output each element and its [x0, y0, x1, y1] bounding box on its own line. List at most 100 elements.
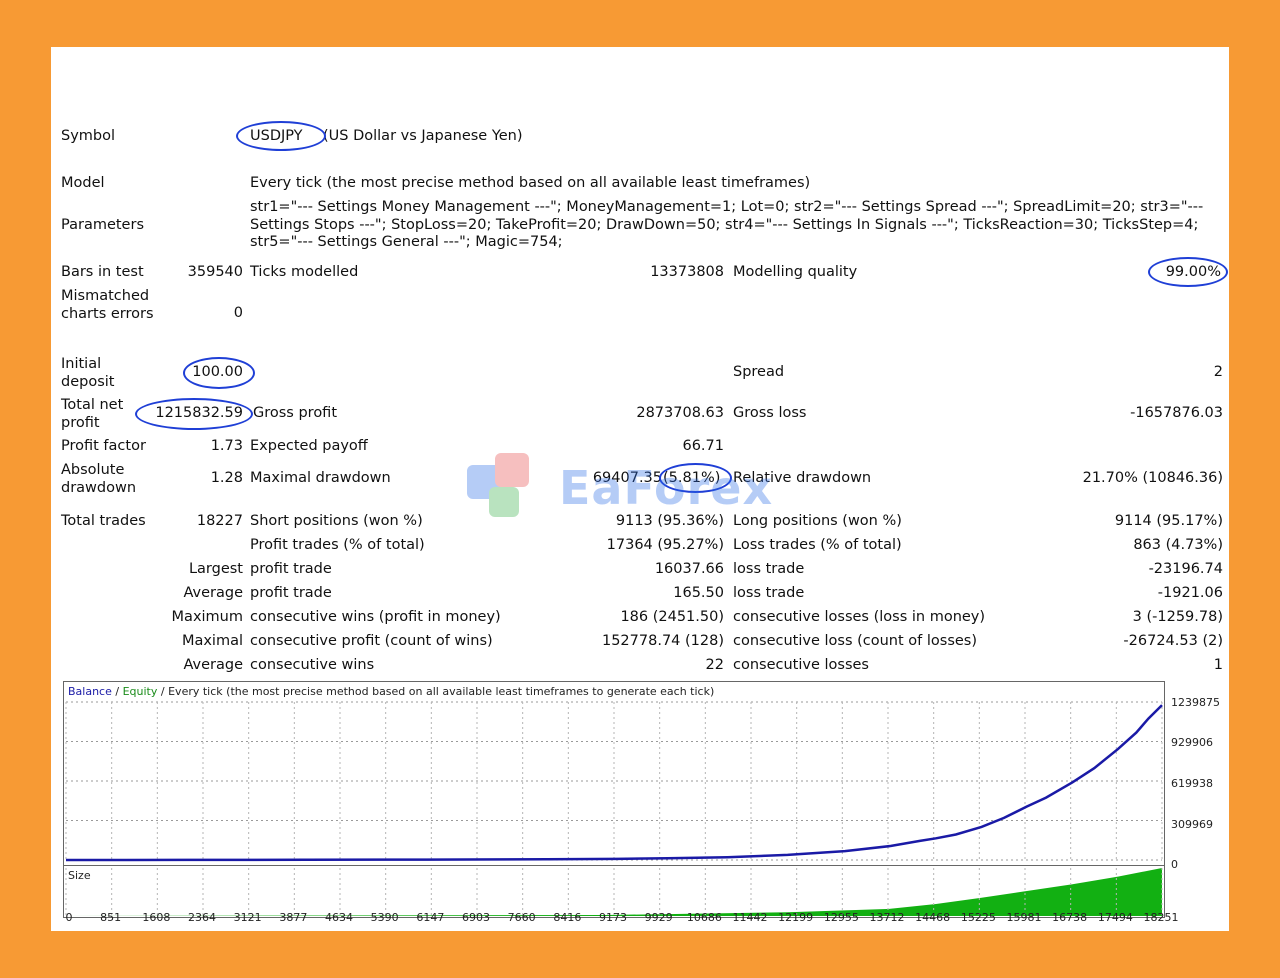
- x-tick-label: 15225: [960, 911, 996, 924]
- symbol-code: USDJPY: [250, 128, 303, 144]
- x-tick-label: 9173: [599, 911, 627, 924]
- largest-loss-trade-label: loss trade: [733, 561, 805, 577]
- absolute-drawdown-value: 1.28: [210, 470, 243, 486]
- series-line-balance: [65, 704, 1163, 862]
- average-consecutive-losses-value: 1: [1213, 657, 1223, 673]
- long-positions-value: 9114 (95.17%): [1114, 513, 1223, 529]
- mismatched-label: Mismatched charts errors: [61, 288, 154, 322]
- maximum-label: Maximum: [171, 609, 243, 625]
- total-trades-value: 18227: [196, 513, 243, 529]
- x-tick-label: 10686: [686, 911, 722, 924]
- maximal-drawdown-percent: (5.81%): [663, 470, 721, 486]
- loss-trades-value: 863 (4.73%): [1133, 537, 1223, 553]
- max-consecutive-losses-label: consecutive losses (loss in money): [733, 609, 986, 625]
- y-tick-label: 309969: [1171, 818, 1213, 831]
- short-positions-value: 9113 (95.36%): [615, 513, 724, 529]
- net-profit-value: 1215832.59: [155, 405, 243, 421]
- gross-loss-value: -1657876.03: [1130, 405, 1223, 421]
- max-consecutive-wins-value: 186 (2451.50): [620, 609, 724, 625]
- average-consecutive-wins-label: consecutive wins: [250, 657, 375, 673]
- x-tick-label: 5390: [370, 911, 399, 924]
- expected-payoff-value: 66.71: [682, 438, 724, 454]
- eaforex-logo-icon: [467, 453, 529, 517]
- chart-title-model: Every tick (the most precise method base…: [168, 685, 715, 698]
- initial-deposit-value: 100.00: [192, 364, 243, 380]
- size-area: [66, 868, 1162, 916]
- gross-loss-label: Gross loss: [733, 405, 807, 421]
- profit-factor-label: Profit factor: [61, 438, 146, 454]
- average-label: Average: [183, 585, 243, 601]
- profit-trades-value: 17364 (95.27%): [606, 537, 724, 553]
- maximal-consecutive-profit-label: consecutive profit (count of wins): [250, 633, 493, 649]
- x-tick-label: 1608: [142, 911, 171, 924]
- maximal-drawdown-label: Maximal drawdown: [250, 470, 391, 486]
- x-tick-label: 13712: [869, 911, 905, 924]
- average-consecutive-losses-label: consecutive losses: [733, 657, 869, 673]
- chart-title-equity: Equity: [122, 685, 158, 698]
- net-profit-label: Total net profit: [61, 397, 124, 431]
- average-loss-trade-label: loss trade: [733, 585, 805, 601]
- largest-profit-trade-value: 16037.66: [654, 561, 724, 577]
- chart-title-sep2: /: [160, 685, 165, 698]
- x-tick-label: 7660: [507, 911, 536, 924]
- quality-value: 99.00%: [1165, 264, 1221, 280]
- y-tick-label: 0: [1171, 858, 1178, 871]
- absolute-drawdown-label: Absolute drawdown: [61, 462, 137, 496]
- report-panel: Symbol USDJPY (US Dollar vs Japanese Yen…: [51, 47, 1229, 931]
- x-tick-label: 4634: [325, 911, 353, 924]
- y-tick-label: 1239875: [1171, 696, 1220, 709]
- x-tick-label: 851: [100, 911, 122, 924]
- x-tick-label: 12955: [823, 911, 859, 924]
- maximal-consecutive-profit-value: 152778.74 (128): [601, 633, 724, 649]
- gross-profit-label: Gross profit: [253, 405, 338, 421]
- x-tick-label: 18251: [1143, 911, 1179, 924]
- x-tick-label: 3877: [279, 911, 308, 924]
- chart-title-sep1: /: [115, 685, 120, 698]
- parameters-value: str1="--- Settings Money Management ---"…: [250, 199, 1204, 250]
- x-tick-label: 6147: [416, 911, 445, 924]
- x-tick-label: 15981: [1006, 911, 1042, 924]
- spread-value: 2: [1213, 364, 1223, 380]
- expected-payoff-label: Expected payoff: [250, 438, 368, 454]
- bars-label: Bars in test: [61, 264, 144, 280]
- x-tick-label: 11442: [732, 911, 768, 924]
- maximal-drawdown-value: 69407.35: [592, 470, 662, 486]
- bars-value: 359540: [187, 264, 243, 280]
- symbol-label: Symbol: [61, 128, 116, 144]
- x-axis: 0 851 1608 2364 3121 3877 4634 5390 6147 6903 7660…: [63, 911, 1179, 927]
- balance-chart: Balance / Equity / Every tick (the most …: [63, 681, 1220, 871]
- symbol-description: (US Dollar vs Japanese Yen): [323, 128, 523, 144]
- x-tick-label: 6903: [462, 911, 490, 924]
- total-trades-label: Total trades: [61, 513, 146, 529]
- x-tick-label: 8416: [553, 911, 582, 924]
- average-profit-trade-label: profit trade: [250, 585, 332, 601]
- maximal-consecutive-loss-label: consecutive loss (count of losses): [733, 633, 978, 649]
- x-tick-label: 9929: [644, 911, 673, 924]
- chart-title: Balance / Equity / Every tick (the most …: [68, 685, 714, 698]
- x-tick-label: 14468: [915, 911, 951, 924]
- short-positions-label: Short positions (won %): [250, 513, 423, 529]
- largest-label: Largest: [188, 561, 243, 577]
- x-tick-label: 3121: [233, 911, 262, 924]
- size-plot-area: [65, 868, 1163, 916]
- parameters-label: Parameters: [61, 217, 144, 233]
- maximal-label: Maximal: [181, 633, 243, 649]
- y-tick-label: 929906: [1171, 736, 1213, 749]
- average-loss-trade-value: -1921.06: [1157, 585, 1223, 601]
- long-positions-label: Long positions (won %): [733, 513, 902, 529]
- chart-title-balance: Balance: [68, 685, 112, 698]
- chart-plot-area: [65, 701, 1163, 862]
- size-panel: Size: [63, 866, 1165, 918]
- average-profit-trade-value: 165.50: [673, 585, 724, 601]
- maximal-consecutive-loss-value: -26724.53 (2): [1123, 633, 1223, 649]
- model-value: Every tick (the most precise method base…: [250, 175, 811, 191]
- max-consecutive-wins-label: consecutive wins (profit in money): [250, 609, 501, 625]
- quality-label: Modelling quality: [733, 264, 858, 280]
- x-tick-label: 16738: [1052, 911, 1088, 924]
- gross-profit-value: 2873708.63: [636, 405, 724, 421]
- average-consecutive-label: Average: [183, 657, 243, 673]
- initial-deposit-label: Initial deposit: [61, 356, 115, 390]
- x-tick-label: 12199: [778, 911, 814, 924]
- profit-factor-value: 1.73: [210, 438, 243, 454]
- relative-drawdown-value: 21.70% (10846.36): [1082, 470, 1223, 486]
